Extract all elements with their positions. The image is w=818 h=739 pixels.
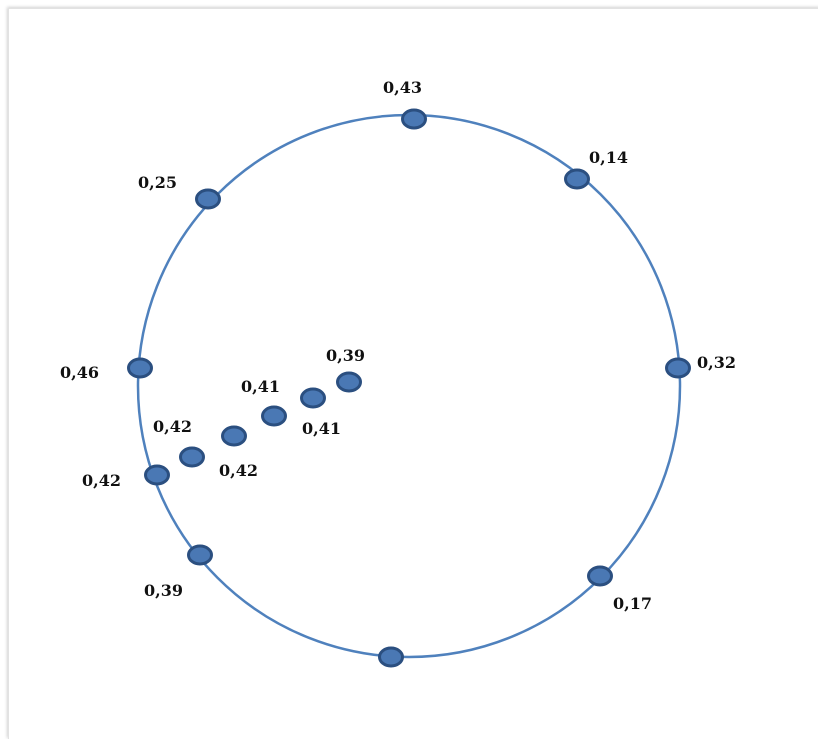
node-label: 0,46 [60, 363, 99, 382]
node-0,14: 0,14 [564, 148, 628, 190]
node-0,42: 0,42 [153, 417, 205, 468]
node-label: 0,43 [383, 78, 422, 97]
node-label: 0,41 [302, 419, 341, 438]
node-marker [564, 168, 590, 190]
node-marker [187, 544, 213, 566]
node-marker [665, 357, 691, 379]
node-label: 0,39 [326, 346, 365, 365]
node-label: 0,25 [138, 173, 177, 192]
node-marker [336, 371, 362, 393]
node-label: 0,17 [613, 594, 652, 613]
node-marker [261, 405, 287, 427]
node-label: 0,42 [153, 417, 192, 436]
node-marker [587, 565, 613, 587]
node-0,42: 0,42 [219, 425, 258, 480]
node-0,17: 0,17 [587, 565, 652, 613]
node-label: 0,14 [589, 148, 628, 167]
node-label: 0,42 [82, 471, 121, 490]
node-0,46: 0,46 [60, 357, 153, 382]
node-0,41: 0,41 [300, 387, 341, 438]
node-0,32: 0,32 [665, 353, 736, 379]
node-marker [179, 446, 205, 468]
node-label: 0,42 [219, 461, 258, 480]
node-marker [127, 357, 153, 379]
node-marker [221, 425, 247, 447]
node-label: 0,39 [144, 581, 183, 600]
node-marker [300, 387, 326, 409]
node-marker [195, 188, 221, 210]
node-0,42: 0,42 [82, 464, 170, 490]
node-0,41: 0,41 [241, 377, 287, 427]
node-marker [401, 108, 427, 130]
node-marker [378, 646, 404, 668]
node-unlabeled [378, 646, 404, 668]
node-0,25: 0,25 [138, 173, 221, 210]
node-label: 0,32 [697, 353, 736, 372]
node-marker [144, 464, 170, 486]
node-label: 0,41 [241, 377, 280, 396]
node-0,39: 0,39 [144, 544, 213, 600]
node-0,43: 0,43 [383, 78, 427, 130]
node-0,39: 0,39 [326, 346, 365, 393]
